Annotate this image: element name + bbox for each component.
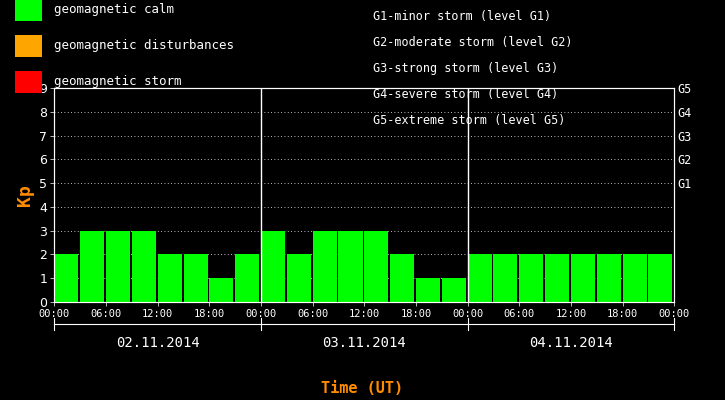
Bar	[339, 231, 362, 302]
Text: 04.11.2014: 04.11.2014	[529, 336, 613, 350]
Bar	[312, 231, 336, 302]
Bar	[80, 231, 104, 302]
Text: G2-moderate storm (level G2): G2-moderate storm (level G2)	[373, 36, 573, 49]
Text: Time (UT): Time (UT)	[321, 381, 404, 396]
Text: G4-severe storm (level G4): G4-severe storm (level G4)	[373, 88, 559, 101]
Bar	[494, 254, 518, 302]
Bar	[648, 254, 673, 302]
Bar	[519, 254, 543, 302]
Text: 03.11.2014: 03.11.2014	[323, 336, 406, 350]
Bar	[157, 254, 182, 302]
Bar	[261, 231, 285, 302]
Text: G1-minor storm (level G1): G1-minor storm (level G1)	[373, 10, 552, 23]
Bar	[442, 278, 466, 302]
Bar	[235, 254, 260, 302]
Bar	[54, 254, 78, 302]
Bar	[287, 254, 311, 302]
Bar	[545, 254, 569, 302]
Bar	[106, 231, 130, 302]
Text: 02.11.2014: 02.11.2014	[116, 336, 199, 350]
Y-axis label: Kp: Kp	[16, 184, 34, 206]
Bar	[416, 278, 440, 302]
Bar	[210, 278, 233, 302]
Text: geomagnetic disturbances: geomagnetic disturbances	[54, 40, 234, 52]
Text: G3-strong storm (level G3): G3-strong storm (level G3)	[373, 62, 559, 75]
Text: geomagnetic storm: geomagnetic storm	[54, 76, 182, 88]
Bar	[183, 254, 207, 302]
Text: geomagnetic calm: geomagnetic calm	[54, 4, 175, 16]
Bar	[623, 254, 647, 302]
Bar	[597, 254, 621, 302]
Bar	[571, 254, 595, 302]
Bar	[364, 231, 389, 302]
Text: G5-extreme storm (level G5): G5-extreme storm (level G5)	[373, 114, 566, 127]
Bar	[468, 254, 492, 302]
Bar	[132, 231, 156, 302]
Bar	[390, 254, 414, 302]
